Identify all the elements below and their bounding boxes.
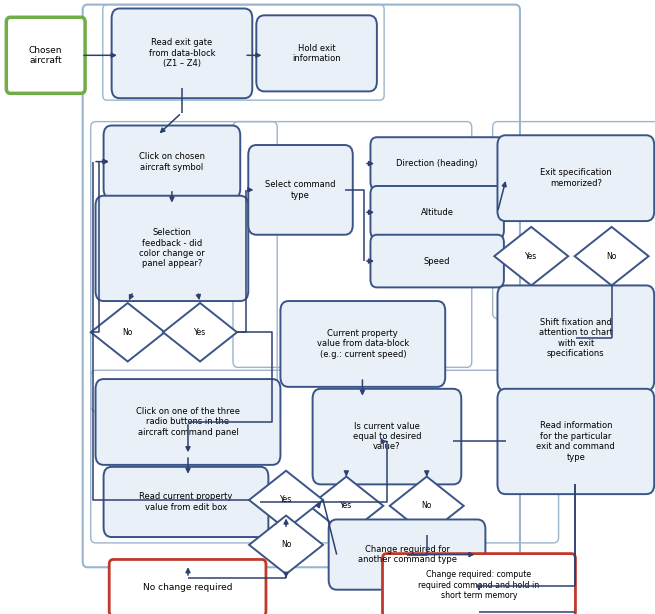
FancyBboxPatch shape xyxy=(312,389,461,484)
Text: No: No xyxy=(281,540,291,550)
FancyBboxPatch shape xyxy=(383,554,576,614)
Text: Hold exit
information: Hold exit information xyxy=(292,44,341,63)
FancyBboxPatch shape xyxy=(371,137,504,190)
Polygon shape xyxy=(309,476,383,535)
FancyBboxPatch shape xyxy=(103,467,269,537)
Text: Yes: Yes xyxy=(280,495,292,505)
Polygon shape xyxy=(91,303,164,362)
Text: Read exit gate
from data-block
(Z1 – Z4): Read exit gate from data-block (Z1 – Z4) xyxy=(149,39,215,68)
Text: No: No xyxy=(422,501,432,510)
Polygon shape xyxy=(495,227,568,286)
Text: Change required: compute
required command and hold in
short term memory: Change required: compute required comman… xyxy=(419,570,540,600)
FancyBboxPatch shape xyxy=(96,379,280,465)
FancyBboxPatch shape xyxy=(371,186,504,239)
Text: Click on chosen
aircraft symbol: Click on chosen aircraft symbol xyxy=(139,152,205,172)
Text: Yes: Yes xyxy=(340,501,352,510)
Polygon shape xyxy=(163,303,237,362)
FancyBboxPatch shape xyxy=(109,559,266,614)
Text: Yes: Yes xyxy=(525,252,537,261)
Text: Yes: Yes xyxy=(194,328,206,336)
Text: No change required: No change required xyxy=(143,583,233,593)
Text: Speed: Speed xyxy=(424,257,451,266)
Text: No: No xyxy=(122,328,133,336)
FancyBboxPatch shape xyxy=(329,519,485,589)
FancyBboxPatch shape xyxy=(111,9,252,98)
FancyBboxPatch shape xyxy=(497,286,654,391)
Text: Select command
type: Select command type xyxy=(265,180,336,200)
Text: Exit specification
memorized?: Exit specification memorized? xyxy=(540,168,612,188)
Text: Is current value
equal to desired
value?: Is current value equal to desired value? xyxy=(352,422,421,451)
FancyBboxPatch shape xyxy=(103,125,240,199)
Text: Chosen
aircraft: Chosen aircraft xyxy=(29,45,62,65)
FancyBboxPatch shape xyxy=(7,17,85,93)
FancyBboxPatch shape xyxy=(280,301,445,387)
Text: Shift fixation and
attention to chart
with exit
specifications: Shift fixation and attention to chart wi… xyxy=(539,318,613,358)
Text: Current property
value from data-block
(e.g.: current speed): Current property value from data-block (… xyxy=(317,329,409,359)
Polygon shape xyxy=(390,476,464,535)
Text: Change required for
another command type: Change required for another command type xyxy=(358,545,457,564)
Polygon shape xyxy=(249,516,323,574)
Text: Read current property
value from edit box: Read current property value from edit bo… xyxy=(140,492,233,511)
Text: Direction (heading): Direction (heading) xyxy=(396,159,478,168)
Polygon shape xyxy=(249,471,323,529)
FancyBboxPatch shape xyxy=(371,235,504,287)
Text: Click on one of the three
radio buttons in the
aircraft command panel: Click on one of the three radio buttons … xyxy=(136,407,240,437)
FancyBboxPatch shape xyxy=(248,145,353,235)
Text: Selection
feedback - did
color change or
panel appear?: Selection feedback - did color change or… xyxy=(139,228,205,268)
Polygon shape xyxy=(574,227,648,286)
FancyBboxPatch shape xyxy=(256,15,377,91)
Text: Altitude: Altitude xyxy=(421,208,454,217)
FancyBboxPatch shape xyxy=(83,4,520,567)
Text: Read information
for the particular
exit and command
type: Read information for the particular exit… xyxy=(536,421,615,462)
Text: No: No xyxy=(607,252,617,261)
FancyBboxPatch shape xyxy=(96,196,248,301)
FancyBboxPatch shape xyxy=(497,135,654,221)
FancyBboxPatch shape xyxy=(497,389,654,494)
